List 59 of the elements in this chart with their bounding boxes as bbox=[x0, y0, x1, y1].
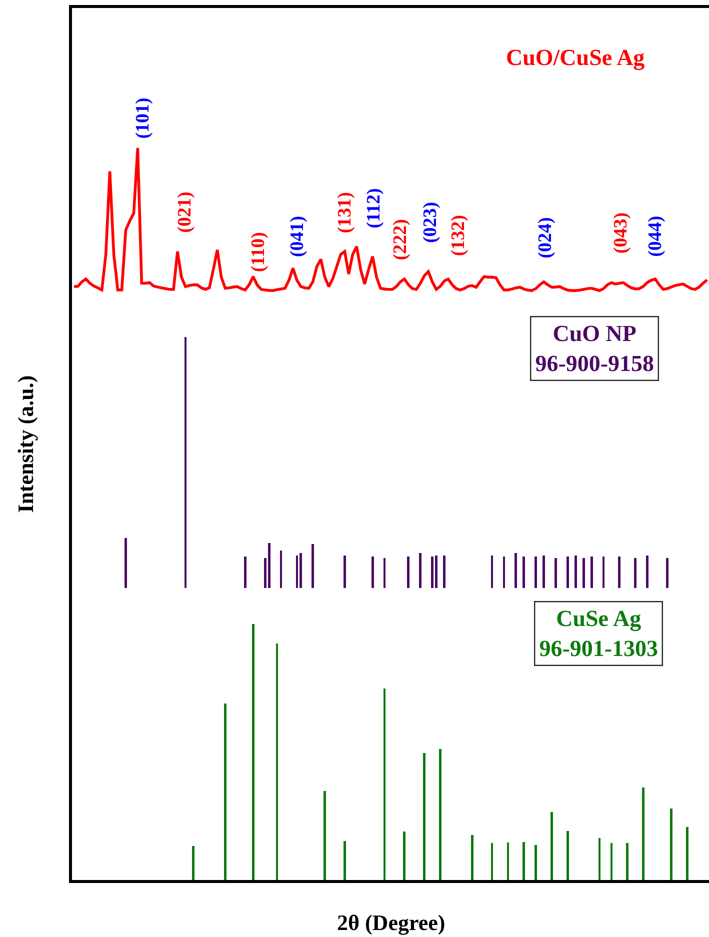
bar bbox=[590, 556, 593, 588]
bar bbox=[554, 558, 557, 588]
bar bbox=[618, 556, 621, 588]
bar bbox=[244, 556, 246, 588]
bar bbox=[324, 791, 326, 880]
text: (101) bbox=[132, 98, 154, 139]
bar bbox=[371, 556, 374, 588]
bar bbox=[582, 558, 585, 588]
bar bbox=[192, 846, 195, 880]
y-axis-title: Intensity (a.u.) bbox=[12, 375, 38, 513]
text: CuO NP 96-900-9158 bbox=[535, 321, 654, 376]
bar bbox=[534, 556, 538, 588]
bar bbox=[542, 555, 545, 588]
bar bbox=[566, 831, 569, 880]
annotation: (041) bbox=[287, 216, 308, 258]
annotation: (132) bbox=[448, 214, 469, 256]
bar bbox=[566, 556, 569, 588]
bar bbox=[634, 558, 637, 588]
bar bbox=[419, 552, 422, 588]
bar bbox=[403, 832, 406, 880]
text: CuSe Ag 96-901-1303 bbox=[539, 606, 658, 662]
bar bbox=[574, 555, 577, 588]
bar bbox=[550, 812, 553, 880]
bar bbox=[646, 555, 648, 588]
annotation: (112) bbox=[363, 188, 384, 228]
bar bbox=[344, 841, 346, 880]
annotation: (024) bbox=[535, 217, 556, 258]
annotation: (110) bbox=[248, 232, 269, 272]
annotation: (044) bbox=[644, 216, 666, 257]
x-axis-title: 2θ (Degree) bbox=[337, 910, 446, 935]
annotation: (023) bbox=[420, 202, 441, 244]
bar bbox=[522, 842, 526, 880]
bar bbox=[435, 555, 438, 588]
bar bbox=[124, 538, 127, 588]
bar bbox=[344, 555, 346, 588]
bar bbox=[666, 558, 668, 588]
bar bbox=[642, 788, 644, 880]
bar bbox=[312, 544, 314, 588]
bar bbox=[407, 556, 410, 588]
bar bbox=[514, 552, 518, 588]
bar bbox=[534, 845, 538, 880]
annotation: (131) bbox=[334, 192, 356, 234]
annotation: (043) bbox=[610, 212, 632, 254]
bar bbox=[431, 556, 434, 588]
bar bbox=[224, 704, 226, 880]
bar bbox=[443, 555, 446, 588]
annotation: (021) bbox=[174, 192, 196, 233]
bar bbox=[300, 552, 302, 588]
annotation: (222) bbox=[390, 219, 411, 260]
bar bbox=[670, 808, 672, 880]
bar bbox=[439, 748, 442, 880]
bar bbox=[252, 624, 254, 880]
text: CuO/CuSe Ag bbox=[506, 45, 646, 71]
bar bbox=[268, 542, 270, 588]
bar bbox=[522, 556, 526, 588]
bar bbox=[470, 835, 474, 880]
bar bbox=[423, 752, 426, 880]
bar bbox=[686, 826, 688, 880]
bar bbox=[626, 843, 629, 880]
